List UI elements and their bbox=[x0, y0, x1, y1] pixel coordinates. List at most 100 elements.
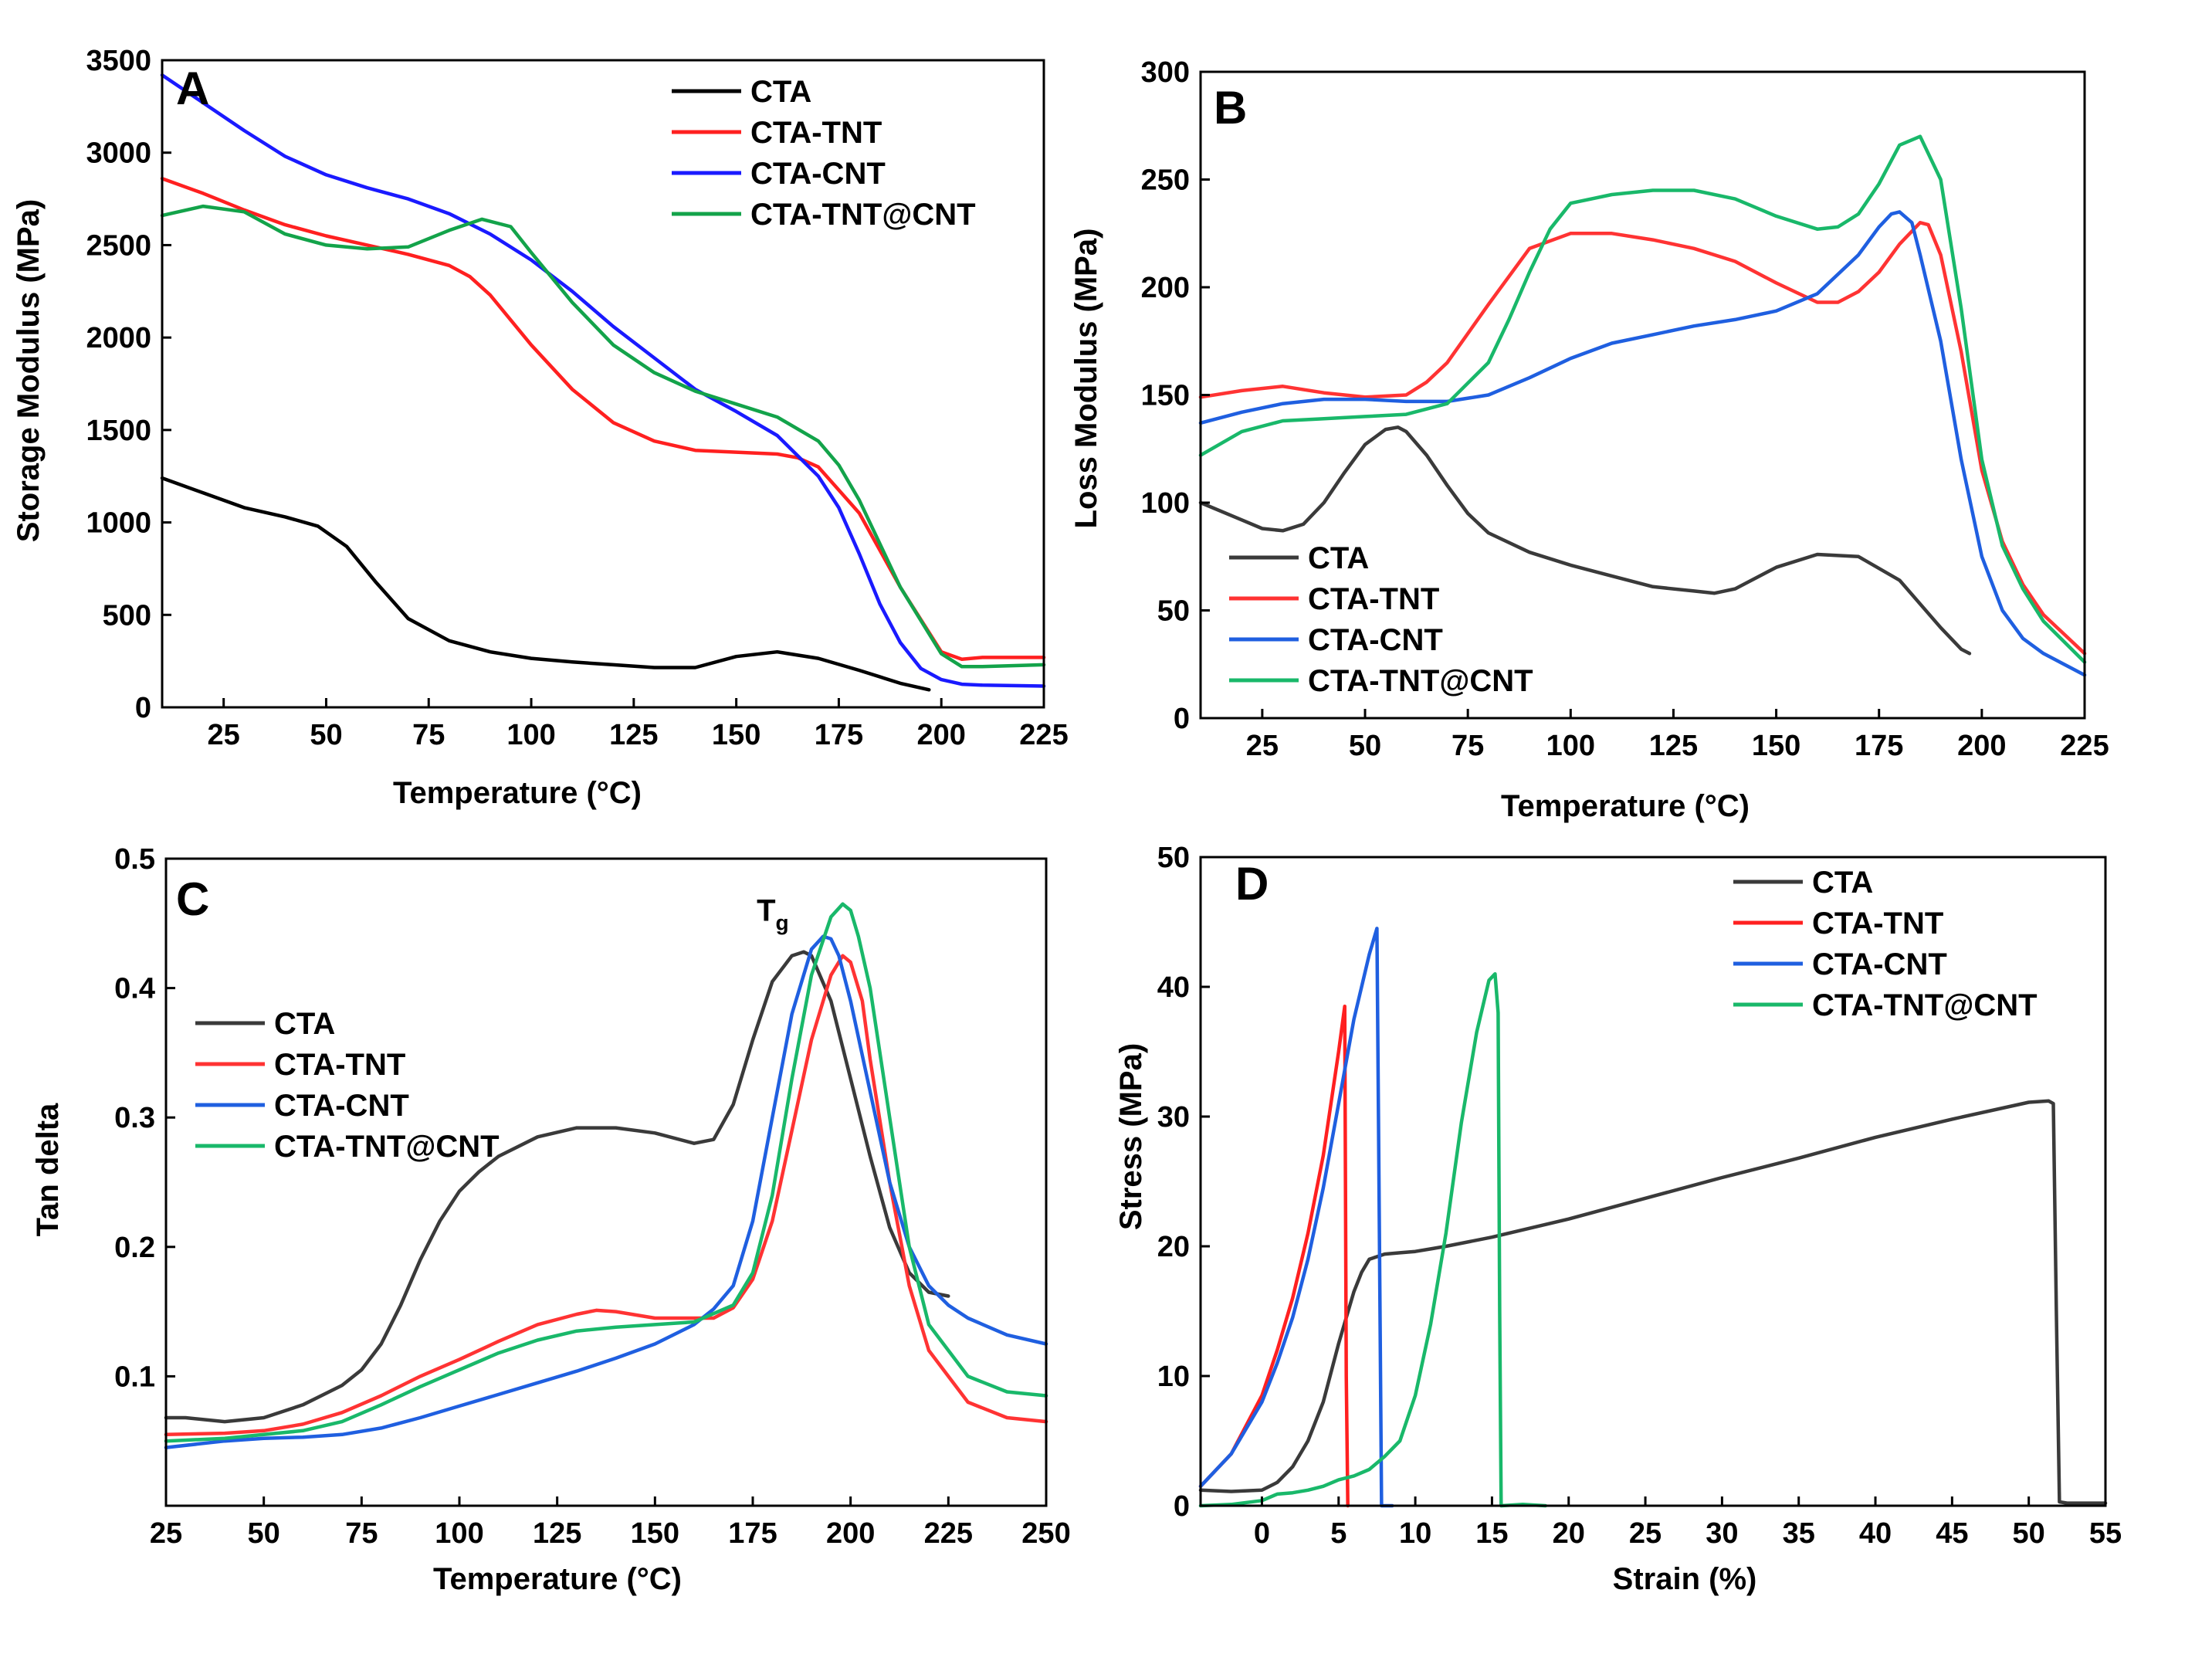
x-tick-label: 75 bbox=[345, 1517, 378, 1550]
x-tick-label: 225 bbox=[1019, 719, 1068, 751]
y-tick-label: 0.2 bbox=[114, 1232, 155, 1264]
series-line-cta-cnt bbox=[1198, 210, 2087, 677]
x-tick-label: 225 bbox=[2060, 730, 2109, 762]
panel-c: 25 50 75 100 125 150 175 200 225 250 0.1 0.2 0.3 0.4 0… bbox=[31, 843, 1071, 1596]
panel-a-x-axis-title: Temperature (°C) bbox=[393, 776, 642, 810]
panel-d-series bbox=[1198, 927, 2108, 1508]
panel-a: 25 50 75 100 125 150 175 200 225 0 500 1000 1500 2000… bbox=[12, 45, 1069, 810]
x-tick-label: 150 bbox=[712, 719, 760, 751]
legend-label: CTA-TNT bbox=[1812, 907, 1943, 941]
legend-label: CTA bbox=[750, 75, 811, 109]
y-tick-label: 40 bbox=[1157, 971, 1190, 1004]
x-tick-label: 75 bbox=[1452, 730, 1484, 762]
series-line-cta-tnt-cnt bbox=[1198, 971, 1548, 1508]
panel-a-legend: CTA CTA-TNT CTA-CNT CTA-TNT@CNT bbox=[672, 75, 976, 232]
panel-b-y-axis-title: Loss Modulus (MPa) bbox=[1069, 229, 1103, 529]
x-tick-label: 50 bbox=[310, 719, 342, 751]
series-line-cta bbox=[160, 476, 931, 692]
panel-c-frame bbox=[164, 857, 1048, 1507]
x-tick-label: 200 bbox=[826, 1517, 875, 1550]
series-line-cta-tnt-cnt bbox=[160, 204, 1046, 669]
legend-label: CTA-TNT bbox=[750, 116, 882, 150]
panel-b-legend: CTA CTA-TNT CTA-CNT CTA-TNT@CNT bbox=[1229, 541, 1533, 698]
panel-d-letter: D bbox=[1235, 858, 1269, 910]
x-tick-label: 100 bbox=[506, 719, 555, 751]
panel-d-ticks: 0 5 10 15 20 25 30 35 40 45 50 55 0 10 20 30 40 50 bbox=[1157, 842, 2122, 1550]
x-tick-label: 25 bbox=[150, 1517, 182, 1550]
legend-label: CTA-TNT@CNT bbox=[1308, 664, 1533, 698]
panel-d-y-axis-title: Stress (MPa) bbox=[1114, 1043, 1148, 1230]
legend-label: CTA-TNT@CNT bbox=[274, 1130, 500, 1164]
y-tick-label: 2500 bbox=[86, 229, 151, 262]
panel-b-x-axis-title: Temperature (°C) bbox=[1501, 789, 1750, 823]
y-tick-label: 0.4 bbox=[114, 973, 155, 1005]
y-tick-label: 0.3 bbox=[114, 1102, 155, 1134]
y-tick-label: 100 bbox=[1141, 487, 1190, 520]
legend-label: CTA-TNT bbox=[274, 1048, 405, 1082]
x-tick-label: 30 bbox=[1706, 1517, 1738, 1550]
legend-label: CTA-CNT bbox=[750, 157, 886, 191]
x-tick-label: 150 bbox=[631, 1517, 679, 1550]
x-tick-label: 35 bbox=[1783, 1517, 1815, 1550]
x-tick-label: 175 bbox=[728, 1517, 777, 1550]
x-tick-label: 55 bbox=[2089, 1517, 2122, 1550]
panel-d-x-axis-title: Strain (%) bbox=[1613, 1562, 1757, 1596]
y-tick-label: 150 bbox=[1141, 380, 1190, 412]
x-tick-label: 225 bbox=[924, 1517, 973, 1550]
x-tick-label: 0 bbox=[1254, 1517, 1270, 1550]
x-tick-label: 25 bbox=[1629, 1517, 1662, 1550]
legend-label: CTA-CNT bbox=[274, 1089, 409, 1123]
tg-subscript: g bbox=[776, 911, 789, 935]
series-line-cta-tnt-cnt bbox=[164, 902, 1048, 1443]
panel-c-y-axis-title: Tan delta bbox=[31, 1103, 65, 1236]
x-tick-label: 25 bbox=[1246, 730, 1279, 762]
x-tick-label: 250 bbox=[1021, 1517, 1070, 1550]
y-tick-label: 30 bbox=[1157, 1101, 1190, 1134]
panel-c-tg-annotation: Tg bbox=[757, 894, 789, 935]
x-tick-label: 200 bbox=[1957, 730, 2006, 762]
y-tick-label: 0 bbox=[135, 692, 151, 724]
y-tick-label: 500 bbox=[103, 599, 151, 632]
series-line-cta bbox=[164, 950, 950, 1424]
panel-d-legend: CTA CTA-TNT CTA-CNT CTA-TNT@CNT bbox=[1733, 866, 2038, 1022]
panel-c-legend: CTA CTA-TNT CTA-CNT CTA-TNT@CNT bbox=[195, 1007, 500, 1164]
y-tick-label: 20 bbox=[1157, 1231, 1190, 1263]
y-tick-label: 200 bbox=[1141, 272, 1190, 304]
tg-main: T bbox=[757, 894, 775, 928]
panel-b-letter: B bbox=[1214, 82, 1247, 134]
panel-c-ticks: 25 50 75 100 125 150 175 200 225 250 0.1 0.2 0.3 0.4 0… bbox=[114, 843, 1071, 1550]
x-tick-label: 150 bbox=[1752, 730, 1800, 762]
legend-label: CTA-CNT bbox=[1308, 623, 1443, 657]
panel-b-frame bbox=[1199, 70, 2086, 720]
y-tick-label: 1500 bbox=[86, 415, 151, 447]
x-tick-label: 75 bbox=[412, 719, 445, 751]
legend-label: CTA-TNT@CNT bbox=[1812, 988, 2038, 1022]
y-tick-label: 2000 bbox=[86, 322, 151, 354]
panel-a-frame bbox=[161, 59, 1045, 709]
series-line-cta bbox=[1198, 425, 1972, 656]
legend-label: CTA bbox=[1308, 541, 1369, 575]
panel-a-series bbox=[160, 73, 1046, 692]
legend-label: CTA-TNT bbox=[1308, 582, 1439, 616]
x-tick-label: 200 bbox=[917, 719, 966, 751]
x-tick-label: 50 bbox=[1349, 730, 1381, 762]
y-tick-label: 3000 bbox=[86, 137, 151, 170]
panel-a-letter: A bbox=[176, 63, 209, 114]
panel-b-series bbox=[1198, 134, 2087, 677]
legend-label: CTA-CNT bbox=[1812, 947, 1947, 981]
x-tick-label: 50 bbox=[2013, 1517, 2045, 1550]
x-tick-label: 40 bbox=[1859, 1517, 1892, 1550]
x-tick-label: 10 bbox=[1399, 1517, 1431, 1550]
legend-label: CTA-TNT@CNT bbox=[750, 198, 976, 232]
y-tick-label: 10 bbox=[1157, 1361, 1190, 1393]
x-tick-label: 20 bbox=[1553, 1517, 1585, 1550]
y-tick-label: 0.5 bbox=[114, 843, 155, 876]
legend-label: CTA bbox=[1812, 866, 1873, 900]
x-tick-label: 15 bbox=[1475, 1517, 1508, 1550]
y-tick-label: 0 bbox=[1174, 703, 1190, 735]
x-tick-label: 175 bbox=[815, 719, 863, 751]
y-tick-label: 50 bbox=[1157, 595, 1190, 628]
